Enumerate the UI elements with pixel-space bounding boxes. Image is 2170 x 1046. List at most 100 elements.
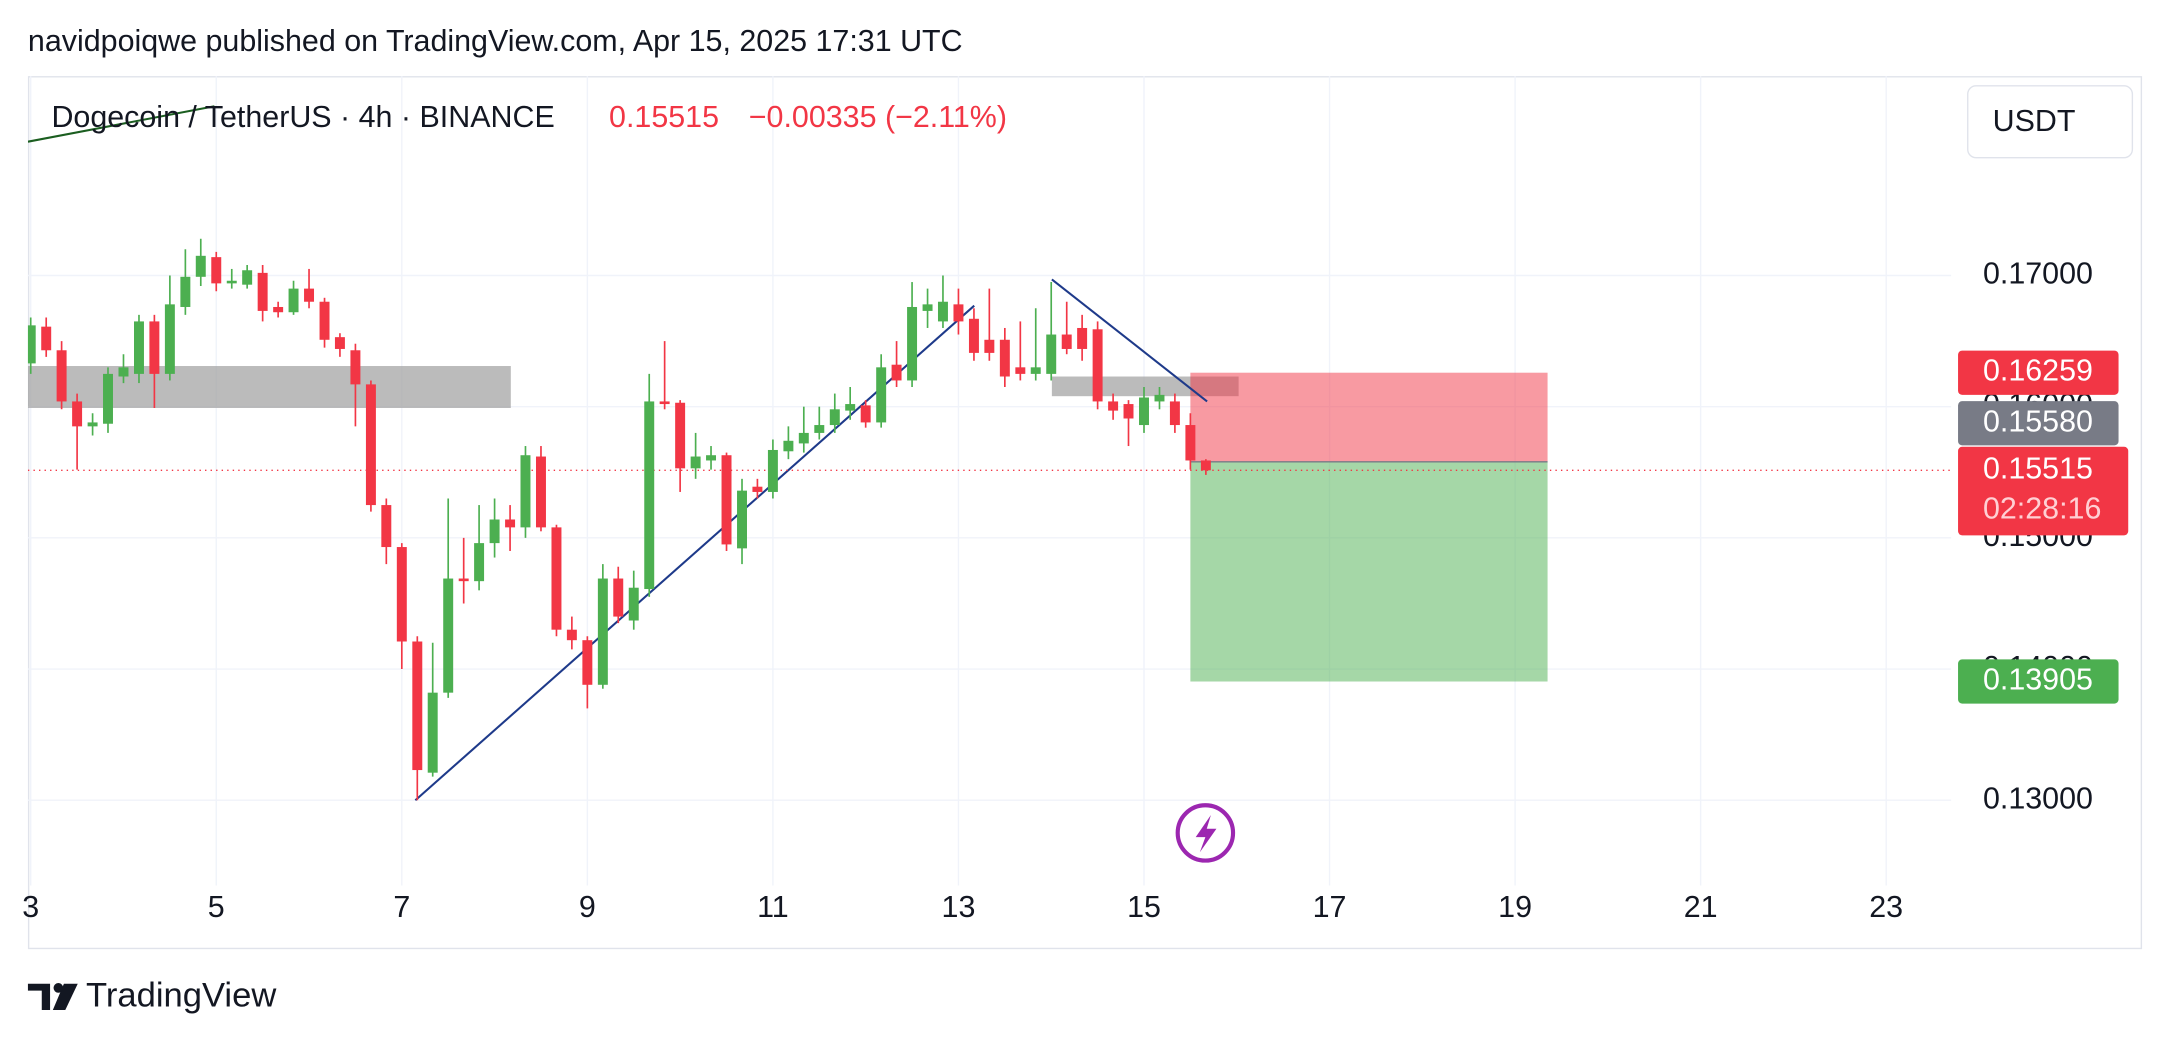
currency-button[interactable] <box>1967 85 2134 159</box>
candle-body <box>968 318 979 353</box>
lightning-icon[interactable] <box>1175 803 1236 863</box>
target-zone <box>1190 461 1548 682</box>
candle-body <box>628 587 639 621</box>
candle-body <box>1200 460 1211 471</box>
x-tick-label: 19 <box>1498 890 1532 924</box>
candle-body <box>56 350 67 402</box>
candle-body <box>1123 404 1134 419</box>
candle-body <box>412 641 423 771</box>
x-tick-label: 9 <box>579 890 596 924</box>
candle-body <box>134 321 144 374</box>
candle-body <box>891 364 902 381</box>
candle-body <box>304 288 315 302</box>
target-label: 0.13905 <box>1983 663 2093 697</box>
candle-body <box>319 301 330 340</box>
candle-body <box>381 505 392 548</box>
candle-body <box>783 440 794 452</box>
x-tick-label: 3 <box>22 890 39 924</box>
candle-body <box>1061 334 1072 349</box>
candle-body <box>41 326 52 351</box>
candle-body <box>257 272 268 311</box>
x-tick-label: 5 <box>208 890 225 924</box>
candle-body <box>1139 397 1149 426</box>
x-tick-label: 13 <box>942 890 976 924</box>
y-tick-label: 0.13000 <box>1983 781 2093 815</box>
candle-body <box>118 367 129 377</box>
candle-body <box>845 404 856 411</box>
candle-body <box>72 401 83 427</box>
stop-box <box>1958 350 2119 395</box>
candle-body <box>937 301 948 322</box>
chart-frame <box>27 76 2143 950</box>
candle-body <box>814 425 825 433</box>
candle-body <box>597 578 608 685</box>
candle-body <box>1154 394 1165 402</box>
candle-body <box>1169 401 1180 426</box>
candle-body <box>829 409 840 426</box>
brand: TradingView <box>86 977 277 1015</box>
candle-body <box>149 321 160 374</box>
candle-body <box>474 543 485 582</box>
candle-body <box>1108 401 1119 411</box>
candle-body <box>798 432 809 444</box>
candle-body <box>721 455 732 545</box>
symbol: Dogecoin / TetherUS · 4h · BINANCE <box>51 100 554 134</box>
candle-body <box>675 402 686 469</box>
currency[interactable]: USDT <box>1993 104 2076 138</box>
trendline <box>1051 278 1208 403</box>
candle-body <box>396 547 407 642</box>
candle-body <box>860 405 871 423</box>
last-price-box <box>1958 446 2129 536</box>
candle-body <box>582 640 593 685</box>
candle-body <box>1185 425 1196 461</box>
candle-body <box>103 373 113 424</box>
candle-body <box>273 306 284 313</box>
price-change: −0.00335 (−2.11%) <box>749 100 1007 134</box>
candle-body <box>690 456 701 469</box>
y-tick-label: 0.17000 <box>1983 257 2093 291</box>
entry-label: 0.15580 <box>1983 404 2093 438</box>
zone <box>27 366 511 408</box>
candle-body <box>1030 367 1041 374</box>
candle-body <box>953 304 964 322</box>
candle-body <box>427 692 438 773</box>
candle-body <box>180 276 191 307</box>
candle-body <box>706 455 717 461</box>
candle-body <box>334 337 345 349</box>
candle-body <box>443 578 454 693</box>
x-tick-label: 17 <box>1313 890 1347 924</box>
candle-body <box>613 578 624 617</box>
last-price-label: 0.15515 <box>1983 451 2093 485</box>
x-tick-label: 23 <box>1869 890 1903 924</box>
stop-zone <box>1190 372 1548 462</box>
candle-body <box>1015 367 1026 374</box>
candle-body <box>999 339 1010 377</box>
x-tick-label: 21 <box>1684 890 1718 924</box>
candle-body <box>226 280 237 284</box>
candle-body <box>164 304 175 374</box>
candle-body <box>551 527 562 630</box>
candle-body <box>520 455 531 528</box>
candle-body <box>922 304 933 311</box>
stop-label: 0.16259 <box>1983 354 2093 388</box>
candle-body <box>211 257 222 284</box>
target-box <box>1958 659 2119 704</box>
candle-body <box>907 306 918 381</box>
candle-body <box>659 401 670 405</box>
x-tick-label: 15 <box>1127 890 1161 924</box>
candle-body <box>365 384 376 506</box>
publisher-line: navidpoiqwe published on TradingView.com… <box>28 24 963 58</box>
candle-body <box>87 422 98 427</box>
candle-body <box>644 401 655 590</box>
candle-body <box>350 350 361 385</box>
candle-body <box>737 490 747 549</box>
candle-body <box>505 519 516 528</box>
trendline <box>27 105 215 143</box>
last-price: 0.15515 <box>609 100 719 134</box>
candle-body <box>195 255 206 277</box>
candle-body <box>566 629 577 641</box>
price-labels: 0.15515 02:28:16 0.15580 0.16259 0.13905 <box>1958 350 2129 704</box>
countdown: 02:28:16 <box>1983 491 2101 525</box>
